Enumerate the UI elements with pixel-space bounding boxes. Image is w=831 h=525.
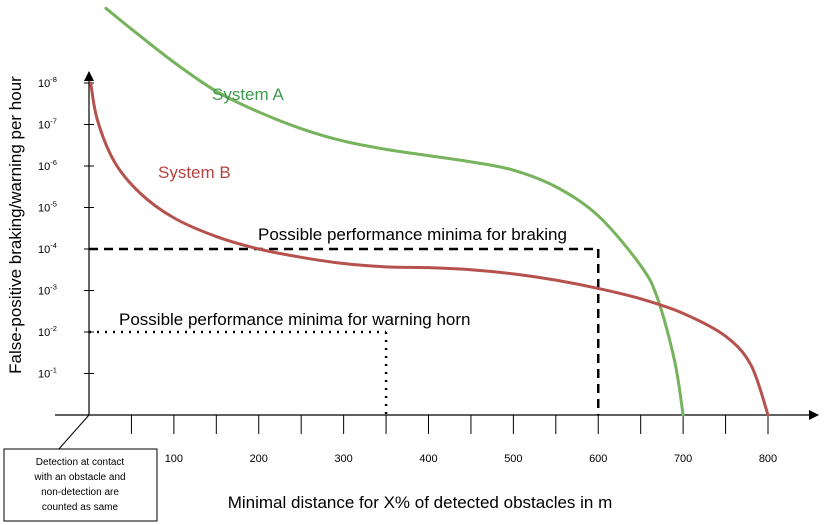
x-tick-label: 700 (674, 453, 692, 465)
y-tick-label: 10-7 (38, 117, 57, 132)
series-line-system-b (89, 81, 770, 417)
y-tick-label: 10-5 (38, 200, 57, 215)
x-tick-label: 200 (250, 453, 268, 465)
reference-lines (89, 247, 600, 415)
note-box: Detection at contact with an obstacle an… (3, 448, 158, 522)
y-tick-label: 10-3 (38, 283, 57, 298)
y-tick-label: 10-2 (38, 324, 57, 339)
note-line-1: Detection at contact (36, 457, 125, 468)
series-line-system-a (104, 6, 685, 417)
y-axis-title: False-positive braking/warning per hour (6, 76, 25, 374)
series-lines (89, 6, 770, 417)
note-line-4: counted as same (42, 502, 119, 513)
note-line-3: non-detection are (41, 487, 119, 498)
origin-pointer (57, 414, 90, 451)
warning-horn-minima-label: Possible performance minima for warning … (119, 310, 471, 329)
y-tick-label: 10-6 (38, 158, 57, 173)
series-label-a: System A (212, 85, 284, 104)
y-ticks: 10-1 10-2 10-3 10-4 10-5 10-6 10-7 10-8 (38, 75, 94, 381)
x-tick-label: 100 (165, 453, 183, 465)
y-tick-label: 10-8 (38, 75, 57, 90)
x-tick-label: 800 (759, 453, 777, 465)
x-tick-label: 600 (589, 453, 607, 465)
y-tick-label: 10-4 (38, 241, 57, 256)
y-tick-label: 10-1 (38, 366, 57, 381)
x-ticks: 100 200 300 400 500 600 700 800 (130, 415, 777, 465)
x-tick-label: 300 (334, 453, 352, 465)
x-axis-title: Minimal distance for X% of detected obst… (228, 493, 613, 512)
note-line-2: with an obstacle and (33, 472, 125, 483)
x-tick-label: 400 (419, 453, 437, 465)
braking-minima-label: Possible performance minima for braking (258, 225, 567, 244)
x-tick-label: 500 (504, 453, 522, 465)
series-label-b: System B (158, 163, 231, 182)
